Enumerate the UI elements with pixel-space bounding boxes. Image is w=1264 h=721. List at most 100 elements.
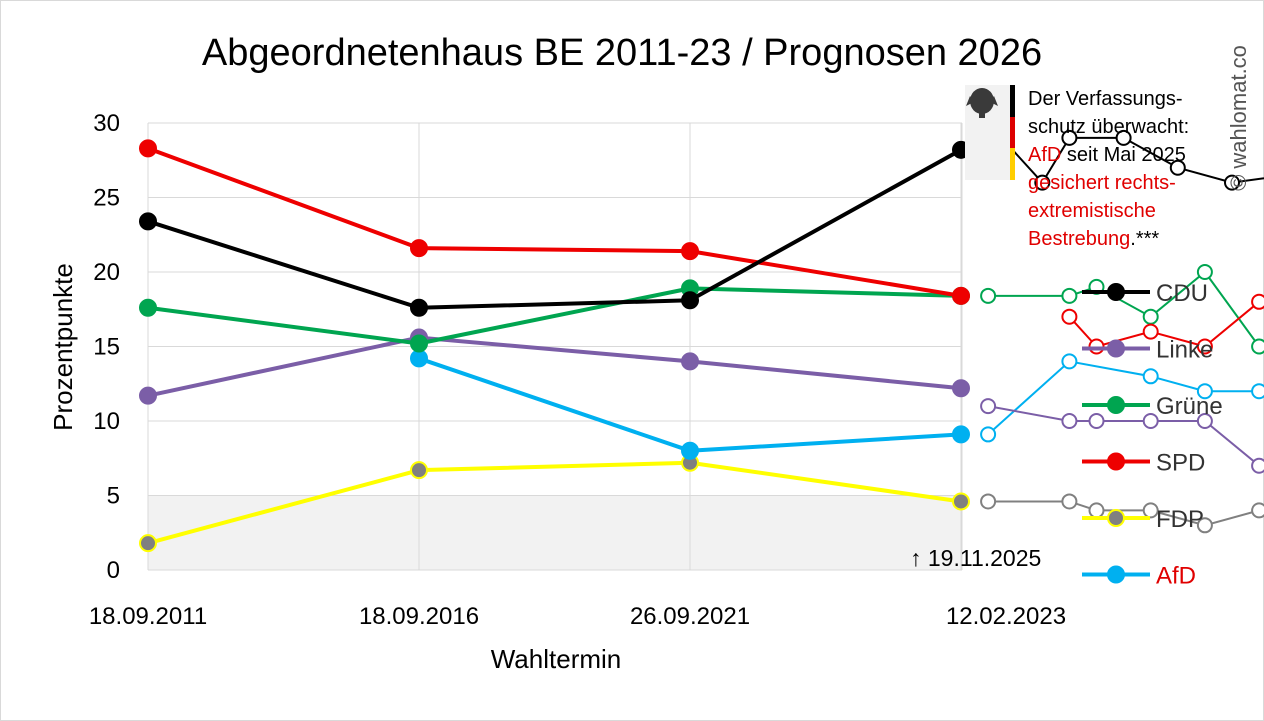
poll-point-afd (1251, 383, 1264, 400)
poll-point-gruene (1142, 308, 1159, 325)
x-tick-label: 12.02.2023 (946, 603, 1066, 630)
poll-point-spd (1196, 338, 1213, 355)
series-linke (139, 328, 1264, 474)
notice-line-3: AfD seit Mai 2025 (1028, 144, 1186, 166)
series-layer (139, 115, 1264, 553)
poll-point-cdu (1115, 129, 1132, 146)
poll-point-linke (1196, 413, 1213, 429)
notice-line-2: schutz überwacht: (1028, 116, 1189, 138)
election-point-cdu (139, 212, 157, 231)
legend-label-fdp: FDP (1156, 506, 1204, 533)
poll-point-fdp (1088, 502, 1105, 519)
copyright-text: © wahlomat.co (1226, 45, 1251, 191)
legend-label-afd: AfD (1156, 563, 1196, 590)
poll-point-linke (980, 398, 997, 415)
poll-line-spd (1068, 300, 1264, 348)
poll-point-linke (1251, 457, 1264, 474)
series-line-linke (147, 335, 962, 398)
election-point-spd (139, 139, 157, 158)
y-tick-label: 15 (93, 334, 120, 361)
election-point-fdp (139, 534, 157, 553)
shaded-band (148, 495, 962, 570)
election-point-cdu (681, 291, 699, 310)
legend-swatch-marker (1107, 452, 1125, 471)
poll-point-fdp (980, 493, 997, 510)
y-tick-label: 30 (93, 110, 120, 137)
series-line-spd (147, 146, 962, 298)
poll-point-fdp (1251, 502, 1264, 519)
x-axis-ticks: 18.09.2011 18.09.2016 26.09.2021 12.02.2023… (89, 603, 1066, 630)
legend: CDU Linke Grüne SPD FDP AfD (1082, 280, 1223, 590)
legend-item-afd: AfD (1082, 563, 1196, 590)
election-point-afd (681, 441, 699, 460)
notice-bestrebung: Bestrebung (1028, 228, 1130, 250)
notice-line-6: Bestrebung.*** (1028, 228, 1159, 250)
y-tick-label: 10 (93, 408, 120, 435)
notice-box: Der Verfassungs- schutz überwacht: AfD s… (965, 85, 1189, 250)
series-line-gruene (147, 286, 962, 346)
series-afd (410, 349, 1264, 460)
y-tick-label: 0 (107, 557, 120, 584)
poll-point-cdu (1224, 174, 1240, 191)
poll-line-linke (987, 405, 1264, 468)
election-point-cdu (410, 298, 428, 317)
legend-label-spd: SPD (1156, 450, 1205, 477)
notice-afd: AfD (1028, 144, 1061, 166)
election-point-linke (681, 352, 699, 371)
legend-item-cdu: CDU (1082, 280, 1208, 307)
legend-item-linke: Linke (1082, 337, 1213, 364)
election-point-afd (410, 349, 428, 368)
poll-point-fdp (1196, 517, 1213, 534)
legend-item-fdp: FDP (1082, 506, 1204, 533)
legend-label-linke: Linke (1156, 337, 1213, 364)
x-tick-label: 18.09.2016 (359, 603, 479, 630)
flag-red (1010, 117, 1015, 148)
legend-label-gruene: Grüne (1156, 393, 1223, 420)
y-axis-ticks: 0 5 10 15 20 25 30 (93, 110, 120, 584)
poll-point-cdu (1169, 159, 1186, 176)
legend-swatch-marker (1107, 396, 1125, 414)
poll-point-spd (1251, 293, 1264, 310)
election-point-gruene (139, 298, 157, 317)
flag-gold (1010, 148, 1015, 180)
y-tick-label: 5 (107, 483, 120, 510)
poll-point-spd (1142, 323, 1159, 340)
notice-line-5: extremistische (1028, 200, 1156, 222)
election-point-spd (952, 286, 970, 305)
legend-label-cdu: CDU (1156, 280, 1208, 307)
election-point-linke (139, 386, 157, 405)
chart-title: Abgeordnetenhaus BE 2011-23 / Prognosen … (202, 32, 1042, 74)
election-point-fdp (410, 461, 428, 480)
poll-point-gruene (1196, 264, 1213, 280)
series-line-cdu (147, 148, 962, 310)
notice-since: seit Mai 2025 (1061, 144, 1186, 166)
y-axis-label: Prozentpunkte (48, 263, 78, 431)
election-point-linke (952, 379, 970, 398)
legend-swatch-marker (1107, 509, 1125, 527)
eagle-icon (966, 88, 998, 118)
x-axis-label: Wahltermin (491, 644, 622, 674)
poll-point-gruene (1251, 338, 1264, 355)
poll-point-spd (1061, 308, 1078, 325)
poll-point-fdp (1061, 493, 1078, 510)
election-point-spd (410, 239, 428, 258)
current-date-marker: ↑ 19.11.2025 (910, 545, 1041, 571)
poll-point-linke (1088, 413, 1105, 429)
poll-point-gruene (1061, 287, 1078, 304)
flag-black (1010, 85, 1015, 117)
series-fdp (139, 453, 1264, 553)
poll-point-gruene (980, 287, 997, 304)
legend-swatch-marker (1107, 565, 1125, 584)
poll-point-cdu (1061, 129, 1078, 146)
poll-point-linke (1061, 413, 1078, 429)
poll-point-fdp (1142, 502, 1159, 519)
notice-stars: .*** (1130, 228, 1159, 250)
legend-item-spd: SPD (1082, 450, 1205, 477)
poll-point-linke (1142, 413, 1159, 429)
poll-point-afd (1061, 353, 1078, 370)
poll-line-fdp (988, 500, 1264, 527)
notice-line-4: gesichert rechts- (1028, 172, 1176, 194)
legend-swatch-marker (1107, 339, 1125, 358)
poll-point-afd (980, 426, 997, 443)
